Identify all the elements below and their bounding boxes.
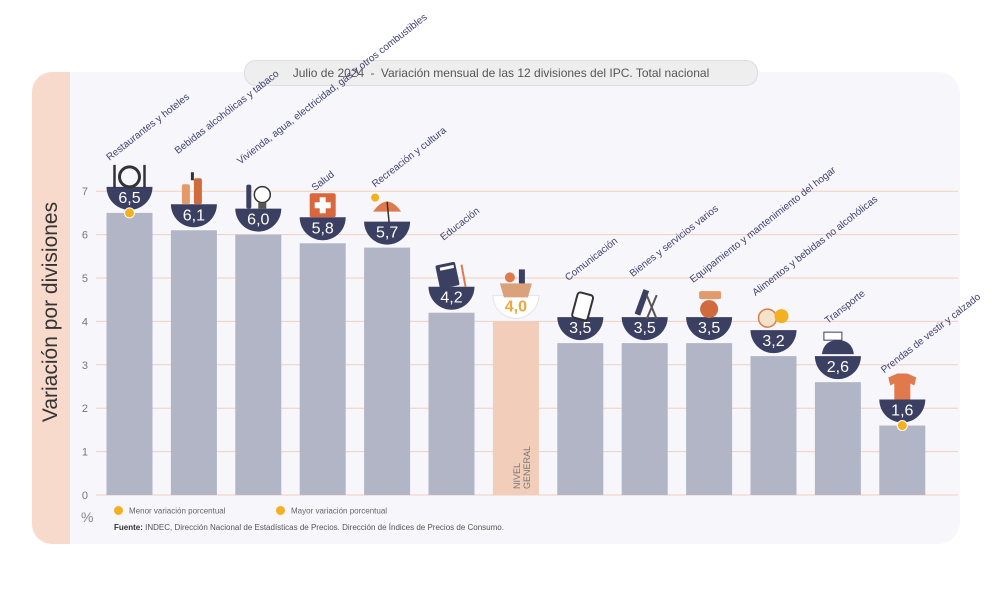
legend-max-dot: [276, 506, 285, 516]
shopping-basket-icon: [499, 269, 532, 298]
book-icon: [435, 261, 467, 289]
source-note: Fuente: INDEC, Dirección Nacional de Est…: [114, 523, 504, 532]
legend-max: Mayor variación porcentual: [276, 506, 388, 516]
lightbulb-icon: [246, 184, 272, 209]
legend-max-label: Mayor variación porcentual: [291, 506, 388, 516]
min-marker: [896, 420, 908, 432]
y-tick-label: 5: [82, 273, 88, 285]
y-tick-label: 2: [82, 403, 88, 415]
y-tick-label: 6: [82, 230, 88, 242]
data-label: 4,2: [440, 290, 462, 307]
data-label: 4,0: [505, 298, 527, 315]
title-separator: -: [370, 66, 375, 80]
title-date: Julio de 2024: [292, 66, 365, 80]
value-badge: [879, 399, 926, 423]
bottles-icon: [181, 172, 202, 205]
y-tick-label: 7: [82, 186, 88, 198]
title-text: Variación mensual de las 12 divisiones d…: [380, 66, 710, 80]
value-badge: [364, 221, 411, 245]
category-label: NIVELGENERAL: [512, 446, 532, 489]
data-label: 5,8: [312, 220, 334, 237]
unit-symbol: %: [81, 509, 94, 525]
legend-min: Menor variación porcentual: [114, 506, 226, 516]
category-label: Transporte: [823, 288, 868, 326]
appliance-icon: [699, 291, 722, 319]
legend-min-dot: [114, 506, 123, 516]
bar: [235, 234, 282, 495]
category-label: Educación: [439, 206, 483, 243]
value-badge: [557, 317, 604, 341]
source-text: INDEC, Dirección Nacional de Estadística…: [145, 523, 504, 532]
y-tick-label: 1: [82, 447, 88, 459]
bar: [492, 321, 539, 495]
category-label: Alimentos y bebidas no alcohólicas: [751, 194, 880, 298]
bar: [428, 312, 475, 495]
smartphone-icon: [571, 291, 595, 322]
bar: [814, 382, 861, 495]
source-label: Fuente:: [114, 523, 143, 532]
food-icon: [757, 308, 789, 328]
category-label: Prendas de vestir y calzado: [879, 291, 983, 376]
value-badge: [686, 317, 733, 341]
data-label: 2,6: [827, 359, 849, 376]
data-label: 1,6: [891, 403, 913, 420]
value-badge: [106, 186, 153, 210]
bar: [106, 212, 153, 495]
bar: [299, 243, 346, 495]
bar: [557, 343, 604, 495]
beach-umbrella-icon: [371, 193, 402, 223]
value-badge: [299, 217, 346, 241]
data-label: 6,0: [247, 212, 269, 229]
data-label: 3,5: [634, 320, 656, 337]
bar: [621, 343, 668, 495]
tshirt-icon: [888, 373, 917, 400]
value-badge: [170, 204, 217, 228]
value-badge: [492, 294, 540, 319]
y-tick-label: 3: [82, 360, 88, 372]
comb-scissors-icon: [634, 289, 658, 320]
y-axis-band: [32, 72, 70, 544]
y-tick-label: 4: [82, 316, 88, 328]
value-badge: [621, 317, 668, 341]
data-label: 5,7: [376, 225, 398, 242]
data-label: 3,5: [569, 320, 591, 337]
y-tick-label: 0: [82, 490, 88, 502]
bar: [170, 230, 217, 495]
value-badge: [814, 356, 861, 380]
data-label: 3,2: [762, 333, 784, 350]
category-label: Recreación y cultura: [370, 125, 449, 190]
value-badge: [235, 208, 282, 232]
category-label: Comunicación: [563, 236, 620, 284]
data-label: 3,5: [698, 320, 720, 337]
legend-min-label: Menor variación porcentual: [129, 506, 226, 516]
cutlery-plate-icon: [113, 164, 146, 189]
category-label: Equipamiento y mantenimiento del hogar: [688, 164, 839, 285]
chart-title: Julio de 2024 - Variación mensual de las…: [244, 60, 758, 86]
data-label: 6,5: [118, 190, 140, 207]
data-label: 6,1: [183, 207, 205, 224]
max-marker: [124, 207, 135, 219]
car-sube-icon: [821, 331, 854, 355]
value-badge: [428, 286, 475, 310]
category-label: Salud: [310, 169, 337, 193]
bar: [750, 356, 797, 495]
bar: [879, 425, 926, 495]
bar: [686, 343, 733, 495]
value-badge: [750, 330, 797, 354]
bar: [364, 247, 411, 495]
first-aid-icon: [309, 193, 336, 218]
